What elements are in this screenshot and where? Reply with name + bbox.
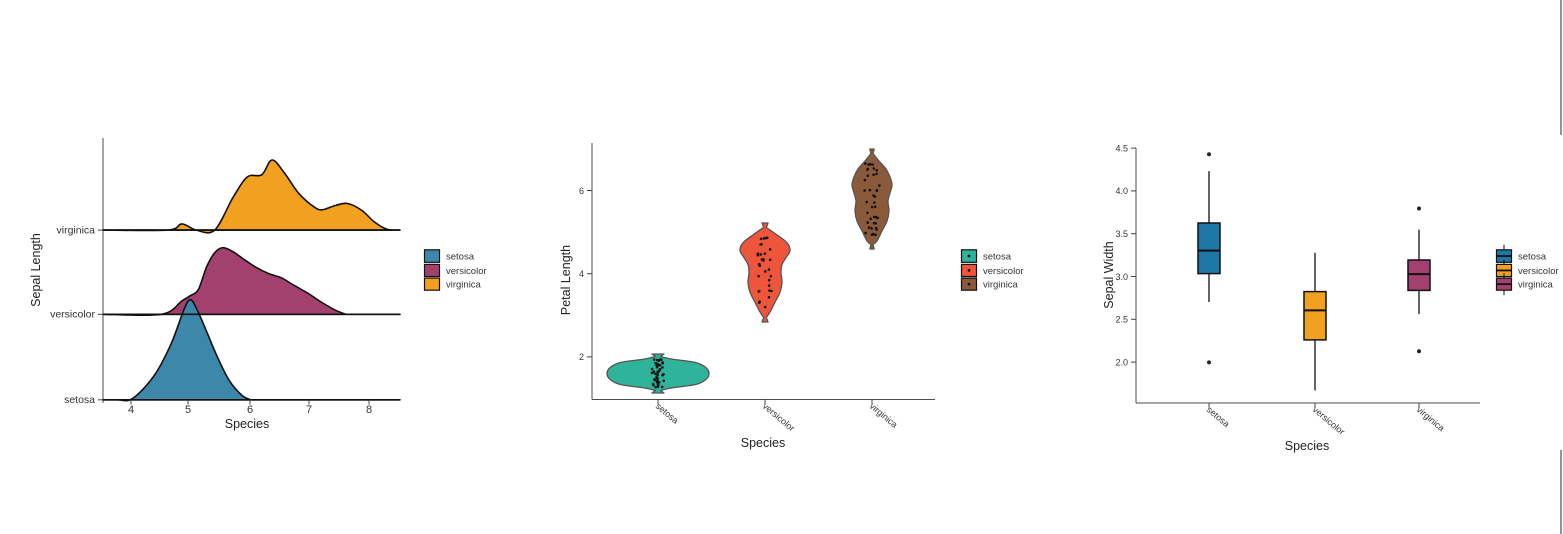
svg-text:Species: Species [741, 436, 785, 450]
svg-text:versicolor: versicolor [1311, 404, 1347, 436]
svg-text:6: 6 [579, 186, 584, 196]
svg-text:7: 7 [306, 404, 312, 416]
svg-text:virginica: virginica [1518, 280, 1554, 291]
svg-text:2.0: 2.0 [1115, 357, 1128, 367]
svg-text:Sepal Length: Sepal Length [29, 233, 43, 307]
svg-text:versicolor: versicolor [761, 401, 797, 433]
svg-text:setosa: setosa [983, 252, 1012, 263]
svg-text:Sepal Width: Sepal Width [1102, 241, 1116, 308]
svg-text:3.0: 3.0 [1115, 272, 1128, 282]
svg-text:6: 6 [247, 404, 253, 416]
svg-text:8: 8 [366, 404, 372, 416]
svg-text:virginica: virginica [868, 401, 900, 430]
svg-text:4: 4 [579, 269, 584, 279]
svg-text:virginica: virginica [983, 280, 1019, 291]
svg-text:5: 5 [185, 404, 191, 416]
svg-text:setosa: setosa [446, 252, 475, 263]
svg-text:versicolor: versicolor [50, 309, 95, 321]
svg-text:virginica: virginica [56, 225, 95, 237]
svg-text:2.5: 2.5 [1115, 315, 1128, 325]
svg-text:versicolor: versicolor [1518, 266, 1559, 277]
svg-text:Petal Length: Petal Length [559, 245, 573, 315]
svg-text:4.0: 4.0 [1115, 186, 1128, 196]
svg-text:versicolor: versicolor [446, 266, 487, 277]
svg-text:setosa: setosa [1205, 404, 1232, 429]
svg-text:4.5: 4.5 [1115, 143, 1128, 153]
svg-text:setosa: setosa [64, 394, 95, 406]
svg-text:versicolor: versicolor [983, 266, 1024, 277]
svg-text:virginica: virginica [1415, 404, 1447, 433]
svg-text:Species: Species [1285, 439, 1329, 453]
svg-text:setosa: setosa [1518, 252, 1547, 263]
svg-text:setosa: setosa [654, 401, 681, 426]
svg-text:virginica: virginica [446, 280, 482, 291]
svg-text:4: 4 [128, 404, 134, 416]
svg-text:2: 2 [579, 352, 584, 362]
svg-text:3.5: 3.5 [1115, 229, 1128, 239]
svg-text:Species: Species [225, 417, 269, 431]
